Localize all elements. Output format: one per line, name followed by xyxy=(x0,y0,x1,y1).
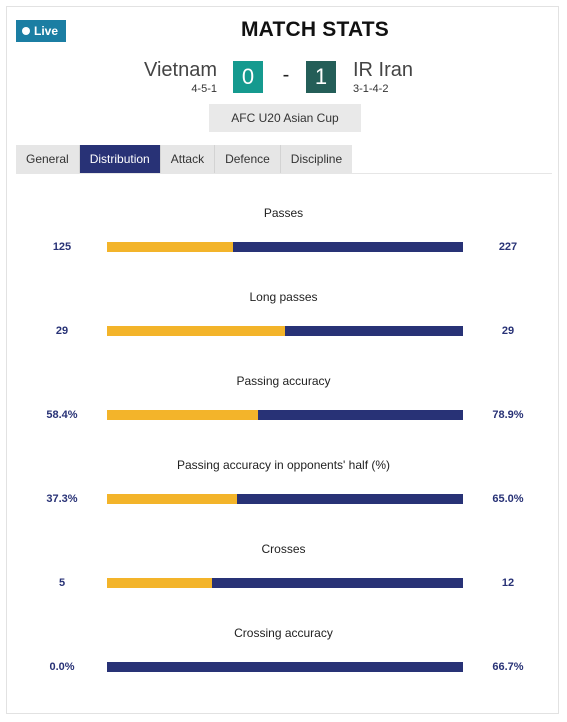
tab-general[interactable]: General xyxy=(16,145,80,173)
stat-label: Crossing accuracy xyxy=(234,626,333,640)
home-value: 0.0% xyxy=(49,661,75,673)
away-value: 66.7% xyxy=(492,661,524,673)
away-value: 29 xyxy=(501,325,515,337)
stat-bar xyxy=(107,662,463,672)
stat-bar xyxy=(107,410,463,420)
away-team-formation: 3-1-4-2 xyxy=(353,83,389,95)
away-value: 12 xyxy=(501,577,515,589)
home-value: 37.3% xyxy=(46,493,78,505)
away-team-name: IR Iran xyxy=(353,59,414,81)
stat-bar xyxy=(107,494,463,504)
tab-defence[interactable]: Defence xyxy=(215,145,281,173)
away-value: 227 xyxy=(498,241,518,253)
tab-attack[interactable]: Attack xyxy=(161,145,216,173)
away-value: 78.9% xyxy=(492,409,524,421)
tabs-underline xyxy=(16,173,552,174)
stat-bar xyxy=(107,242,463,252)
stat-bar xyxy=(107,578,463,588)
away-value: 65.0% xyxy=(492,493,524,505)
stat-label: Passing accuracy in opponents' half (%) xyxy=(176,458,391,472)
home-fill xyxy=(107,326,285,336)
tab-discipline[interactable]: Discipline xyxy=(290,152,343,166)
stats-tabs: General Distribution Attack Defence Disc… xyxy=(16,145,353,173)
home-team-formation: 4-5-1 xyxy=(191,83,217,95)
tab-distribution[interactable]: Distribution xyxy=(79,145,161,173)
home-value: 5 xyxy=(58,577,66,589)
home-value: 125 xyxy=(52,241,72,253)
stat-label: Crosses xyxy=(261,542,306,556)
live-dot-icon xyxy=(22,27,30,35)
live-badge[interactable]: Live xyxy=(16,20,67,42)
stat-label: Long passes xyxy=(249,290,318,304)
score-separator: - xyxy=(282,64,290,86)
home-value: 29 xyxy=(55,325,69,337)
stat-label: Passes xyxy=(263,206,304,220)
stat-label: Passing accuracy xyxy=(236,374,331,388)
home-fill xyxy=(107,578,212,588)
home-value: 58.4% xyxy=(46,409,78,421)
home-team-name: Vietnam xyxy=(143,59,217,81)
home-score: 0 xyxy=(233,61,263,93)
live-label: Live xyxy=(34,24,59,38)
home-fill xyxy=(107,242,234,252)
competition-badge: AFC U20 Asian Cup xyxy=(209,104,361,132)
page-title: MATCH STATS xyxy=(240,18,389,41)
stat-bar xyxy=(107,326,463,336)
away-score: 1 xyxy=(306,61,336,93)
home-fill xyxy=(107,410,259,420)
home-fill xyxy=(107,494,237,504)
